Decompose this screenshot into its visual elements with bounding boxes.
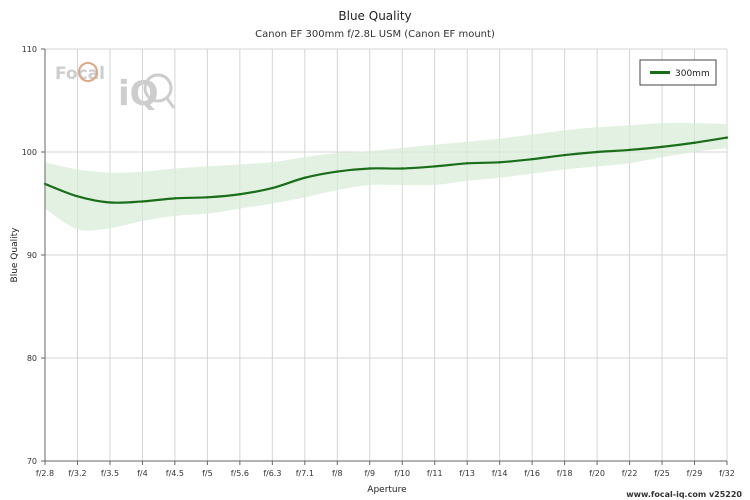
y-tick-label: 80 bbox=[27, 354, 37, 363]
data-point bbox=[206, 196, 209, 199]
x-tick-label: f/7.1 bbox=[296, 469, 314, 478]
axes: f/2.8 f/3.2 f/3.5 f/4 f/4.5 f/5 f/5.6 f/6.3 f/7.… bbox=[22, 45, 735, 478]
x-tick-label: f/13 bbox=[459, 469, 475, 478]
y-axis-label: Blue Quality bbox=[10, 227, 20, 283]
x-tick-label: f/3.5 bbox=[101, 469, 119, 478]
data-point bbox=[173, 197, 177, 200]
data-point bbox=[498, 161, 501, 164]
chart-title: Blue Quality bbox=[338, 9, 411, 23]
y-tick-label: 100 bbox=[22, 148, 37, 157]
data-point bbox=[141, 200, 144, 203]
data-point bbox=[238, 193, 242, 196]
x-tick-label: f/5 bbox=[202, 469, 213, 478]
x-tick-label: f/2.8 bbox=[36, 469, 54, 478]
data-point bbox=[660, 145, 664, 149]
focal-iq-logo: Focal iQ bbox=[55, 62, 176, 114]
data-point bbox=[465, 162, 469, 165]
data-point bbox=[725, 136, 729, 139]
data-point bbox=[628, 148, 631, 152]
series-line-layer bbox=[43, 136, 729, 204]
data-point bbox=[76, 195, 79, 198]
x-tick-label: f/22 bbox=[622, 469, 638, 478]
chart-subtitle: Canon EF 300mm f/2.8L USM (Canon EF moun… bbox=[255, 29, 495, 40]
data-point bbox=[368, 167, 371, 170]
data-point bbox=[530, 158, 534, 161]
x-tick-label: f/9 bbox=[364, 469, 375, 478]
x-tick-label: f/25 bbox=[654, 469, 670, 478]
x-tick-label: f/4.5 bbox=[166, 469, 184, 478]
x-tick-label: f/11 bbox=[427, 469, 443, 478]
y-tick-label: 110 bbox=[22, 45, 37, 54]
x-tick-label: f/5.6 bbox=[231, 469, 249, 478]
legend-label-300mm: 300mm bbox=[675, 69, 710, 79]
x-axis-label: Aperture bbox=[367, 485, 407, 495]
series-line-300mm bbox=[44, 136, 728, 204]
x-tick-label: f/16 bbox=[524, 469, 540, 478]
x-tick-label: f/10 bbox=[394, 469, 410, 478]
logo-iq-text: iQ bbox=[118, 74, 159, 114]
data-point bbox=[595, 150, 599, 154]
data-point bbox=[108, 201, 112, 204]
confidence-band-300mm bbox=[45, 122, 727, 231]
footer-credit: www.focal-iq.com v25220 bbox=[626, 490, 742, 499]
data-point bbox=[563, 153, 566, 157]
data-point bbox=[271, 186, 274, 190]
x-tick-label: f/8 bbox=[332, 469, 343, 478]
confidence-band-layer bbox=[45, 122, 727, 231]
x-tick-label: f/4 bbox=[137, 469, 148, 478]
x-tick-label: f/14 bbox=[492, 469, 508, 478]
x-tick-label: f/6.3 bbox=[263, 469, 281, 478]
x-tick-label: f/18 bbox=[557, 469, 573, 478]
x-tick-label: f/32 bbox=[719, 469, 735, 478]
y-tick-label: 90 bbox=[27, 251, 37, 260]
data-point bbox=[336, 170, 339, 173]
x-tick-label: f/3.2 bbox=[68, 469, 86, 478]
legend: 300mm bbox=[639, 59, 717, 86]
data-point bbox=[433, 165, 436, 168]
data-point bbox=[303, 176, 307, 179]
data-point bbox=[693, 141, 696, 144]
x-tick-label: f/20 bbox=[589, 469, 605, 478]
data-point bbox=[401, 167, 404, 170]
x-tick-label: f/29 bbox=[687, 469, 703, 478]
y-tick-label: 70 bbox=[27, 457, 37, 466]
